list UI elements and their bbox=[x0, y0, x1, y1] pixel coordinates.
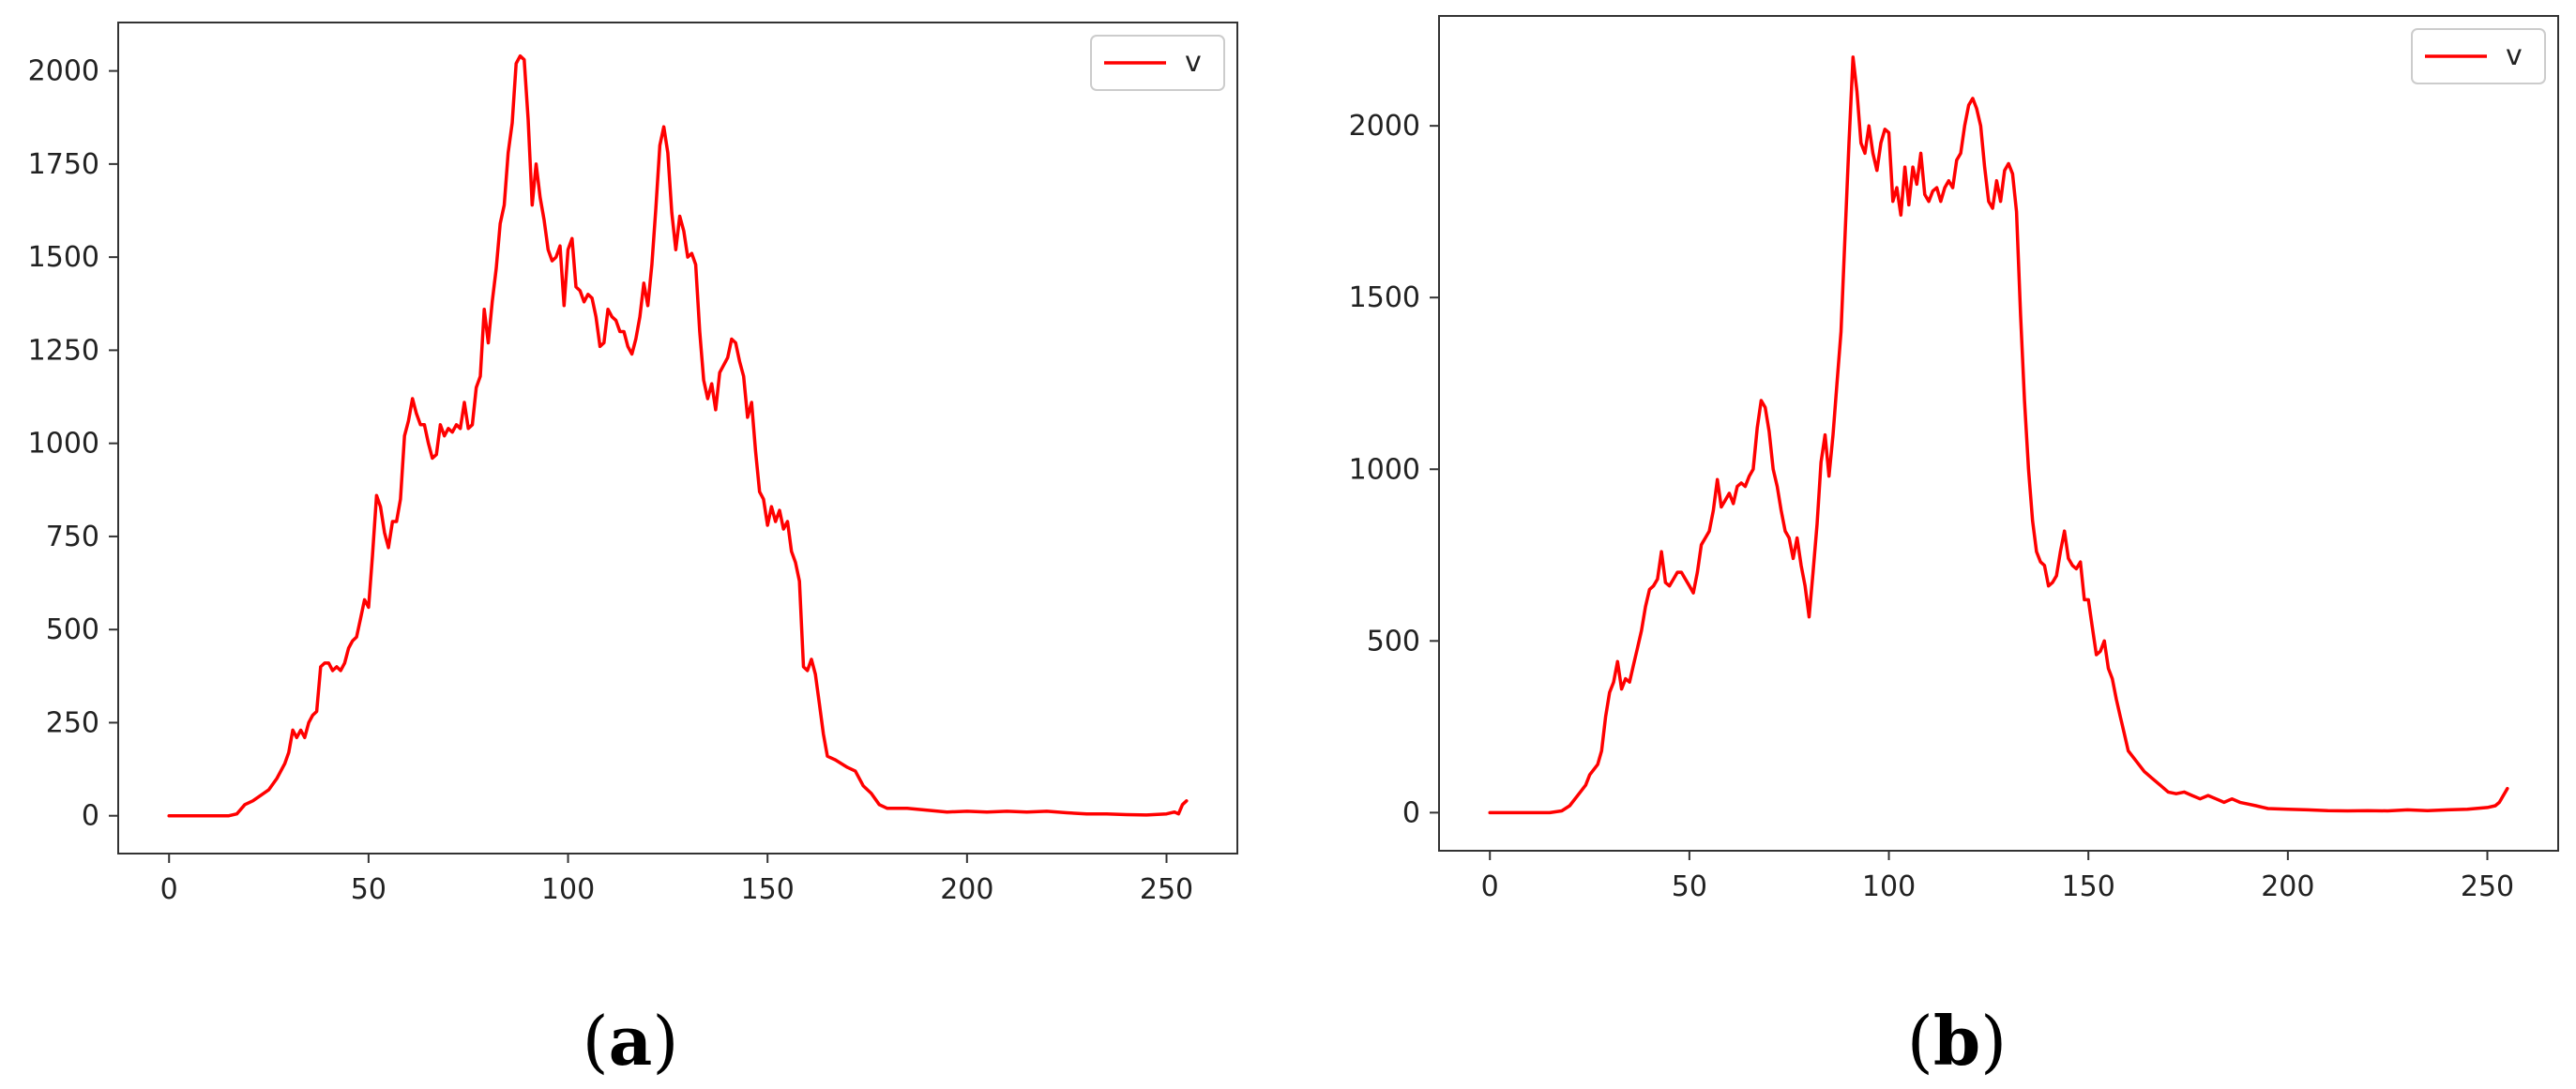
panel-b-label-letter: b bbox=[1933, 1001, 1980, 1081]
panel-a-ytick-label: 250 bbox=[46, 706, 99, 739]
panel-a-xtick-label: 50 bbox=[351, 873, 386, 906]
panel-a-ticks: 0 50 100 150 200 250 0 250 500 750 1000 1250 1500 175… bbox=[28, 55, 1193, 906]
panel-a-xtick-label: 100 bbox=[541, 873, 595, 906]
panel-b-label-close: ) bbox=[1980, 1002, 2007, 1081]
panel-a-ytick-label: 500 bbox=[46, 613, 99, 646]
panel-a-xtick-label: 250 bbox=[1140, 873, 1193, 906]
panel-a-xtick-label: 200 bbox=[940, 873, 993, 906]
panel-a-ytick-label: 1750 bbox=[28, 148, 99, 181]
panel-a-legend: v bbox=[1090, 35, 1225, 91]
panel-b-ytick-label: 1000 bbox=[1349, 453, 1420, 486]
panel-b-legend-label: v bbox=[2506, 39, 2523, 72]
panel-a-ytick-label: 1250 bbox=[28, 334, 99, 367]
panel-a-series-v-line bbox=[167, 53, 1189, 818]
panel-a-ytick-label: 2000 bbox=[28, 55, 99, 88]
panel-b-axes-frame bbox=[1438, 15, 2559, 852]
panel-b-xtick-label: 50 bbox=[1672, 870, 1707, 903]
panel-a-label-close: ) bbox=[652, 1002, 678, 1081]
panel-a-label: (a) bbox=[583, 1001, 679, 1081]
panel-b-xtick-label: 250 bbox=[2461, 870, 2514, 903]
panel-a-ytick-label: 0 bbox=[82, 800, 99, 833]
panel-b-xtick-label: 0 bbox=[1481, 870, 1499, 903]
panel-b-ytick-label: 0 bbox=[1402, 796, 1420, 829]
panel-a-xtick-label: 0 bbox=[160, 873, 178, 906]
panel-b-ticks: 0 50 100 150 200 250 0 500 1000 1500 2000 bbox=[1349, 110, 2514, 903]
panel-b-ytick-label: 500 bbox=[1367, 625, 1420, 658]
panel-b-label-open: ( bbox=[1907, 1002, 1933, 1081]
panel-a-xtick-label: 150 bbox=[741, 873, 795, 906]
panel-b-label: (b) bbox=[1907, 1001, 2008, 1081]
panel-a-ytick-label: 1000 bbox=[28, 428, 99, 461]
panel-b-ytick-label: 1500 bbox=[1349, 281, 1420, 314]
panel-b-series-v-line bbox=[1488, 55, 2509, 815]
panel-a-label-letter: a bbox=[609, 1001, 653, 1081]
chart-panel-a: 0 50 100 150 200 250 0 250 500 750 1000 1250 1500 175… bbox=[28, 22, 1238, 1081]
chart-panel-b: 0 50 100 150 200 250 0 500 1000 1500 2000 v (b) bbox=[1349, 15, 2559, 1081]
panel-a-legend-label: v bbox=[1185, 46, 1202, 79]
panel-b-ytick-label: 2000 bbox=[1349, 110, 1420, 143]
panel-b-xtick-label: 150 bbox=[2062, 870, 2115, 903]
panel-a-label-open: ( bbox=[583, 1002, 609, 1081]
panel-b-xtick-label: 200 bbox=[2261, 870, 2314, 903]
panel-b-legend: v bbox=[2411, 28, 2546, 84]
panel-a-ytick-label: 1500 bbox=[28, 241, 99, 274]
panel-b-xtick-label: 100 bbox=[1862, 870, 1916, 903]
panel-a-ytick-label: 750 bbox=[46, 521, 99, 553]
panel-a-axes-frame bbox=[117, 22, 1238, 855]
